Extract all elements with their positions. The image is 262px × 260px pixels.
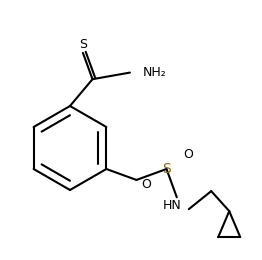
Text: S: S — [79, 38, 87, 51]
Text: O: O — [184, 148, 193, 161]
Text: HN: HN — [162, 199, 181, 212]
Text: NH₂: NH₂ — [143, 66, 167, 79]
Text: O: O — [141, 179, 151, 192]
Text: S: S — [162, 162, 171, 176]
